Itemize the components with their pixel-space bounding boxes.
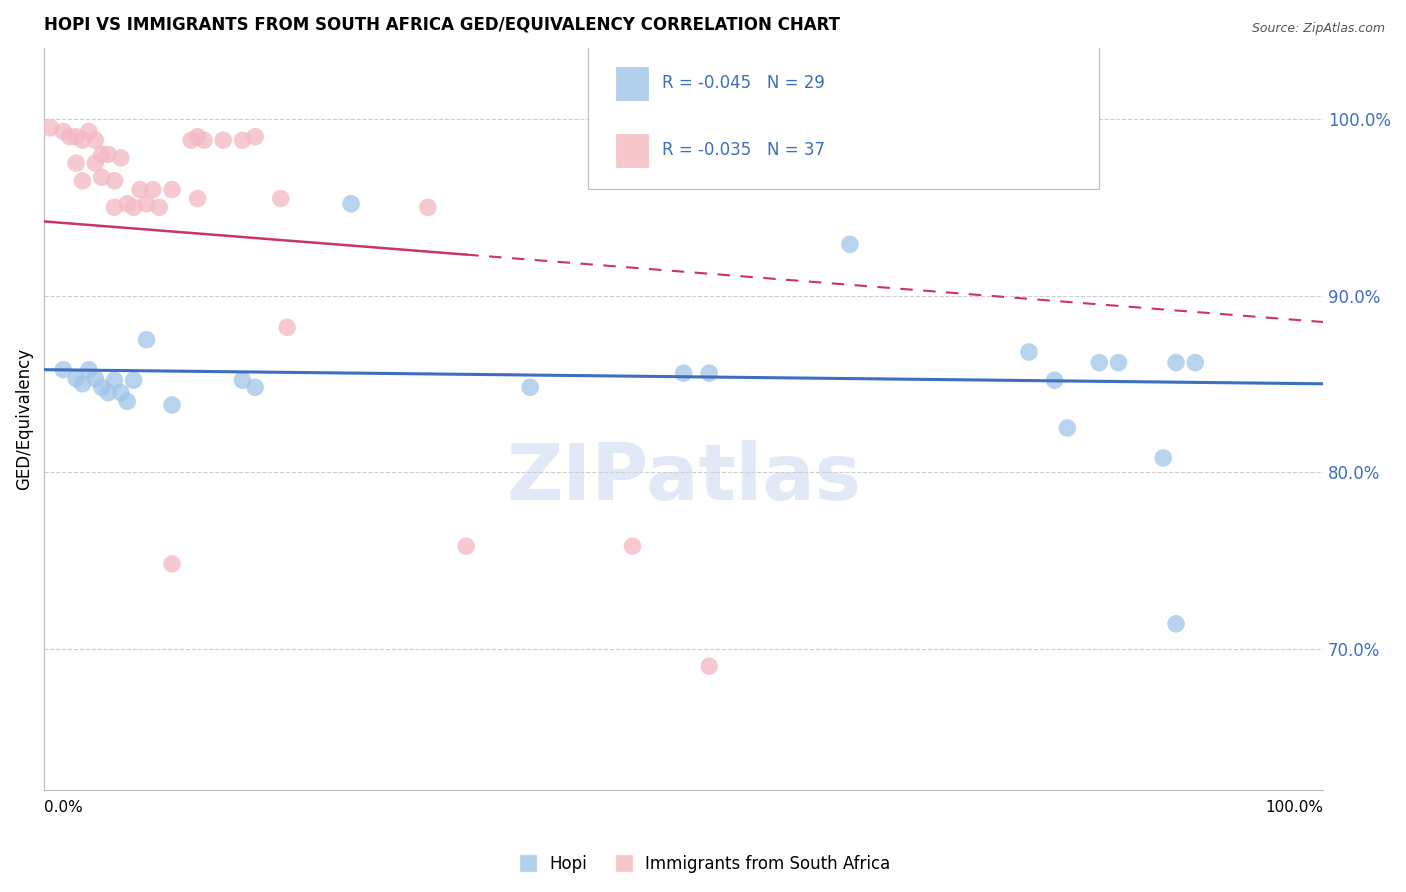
- Point: [117, 394, 139, 409]
- Point: [77, 124, 100, 138]
- Point: [84, 371, 107, 385]
- Text: HOPI VS IMMIGRANTS FROM SOUTH AFRICA GED/EQUIVALENCY CORRELATION CHART: HOPI VS IMMIGRANTS FROM SOUTH AFRICA GED…: [44, 15, 841, 33]
- Point: [52, 124, 75, 138]
- Point: [110, 151, 132, 165]
- Point: [77, 362, 100, 376]
- Point: [52, 362, 75, 376]
- Point: [160, 183, 183, 197]
- Point: [187, 192, 209, 206]
- Point: [84, 133, 107, 147]
- Point: [122, 373, 145, 387]
- Point: [97, 147, 120, 161]
- Point: [90, 147, 112, 161]
- Text: 0.0%: 0.0%: [44, 800, 83, 815]
- Point: [84, 156, 107, 170]
- Point: [59, 129, 82, 144]
- Point: [72, 174, 94, 188]
- Point: [519, 380, 541, 394]
- Point: [193, 133, 215, 147]
- FancyBboxPatch shape: [588, 45, 1099, 189]
- Legend: Hopi, Immigrants from South Africa: Hopi, Immigrants from South Africa: [509, 848, 897, 880]
- Point: [103, 174, 125, 188]
- Point: [672, 366, 695, 380]
- Point: [135, 196, 157, 211]
- Point: [142, 183, 165, 197]
- Point: [72, 133, 94, 147]
- Point: [340, 196, 363, 211]
- Point: [838, 237, 860, 252]
- Point: [212, 133, 235, 147]
- Point: [243, 380, 266, 394]
- Point: [231, 373, 253, 387]
- Point: [187, 129, 209, 144]
- Point: [1056, 421, 1078, 435]
- Point: [122, 200, 145, 214]
- Point: [117, 196, 139, 211]
- Point: [416, 200, 439, 214]
- Point: [1164, 616, 1187, 631]
- Point: [65, 129, 87, 144]
- Text: ZIPatlas: ZIPatlas: [506, 441, 860, 516]
- Point: [129, 183, 152, 197]
- Point: [1088, 356, 1111, 370]
- Point: [110, 385, 132, 400]
- Point: [90, 170, 112, 185]
- Point: [1043, 373, 1066, 387]
- Point: [72, 376, 94, 391]
- Point: [148, 200, 170, 214]
- Text: R = -0.035   N = 37: R = -0.035 N = 37: [662, 141, 825, 159]
- Point: [243, 129, 266, 144]
- Point: [621, 539, 644, 553]
- Point: [65, 156, 87, 170]
- Point: [697, 659, 720, 673]
- Point: [276, 320, 298, 334]
- FancyBboxPatch shape: [616, 134, 648, 167]
- Point: [270, 192, 292, 206]
- Point: [97, 385, 120, 400]
- Point: [180, 133, 202, 147]
- Point: [456, 539, 478, 553]
- Point: [135, 333, 157, 347]
- Text: R = -0.045   N = 29: R = -0.045 N = 29: [662, 74, 825, 92]
- Text: Source: ZipAtlas.com: Source: ZipAtlas.com: [1251, 22, 1385, 36]
- Point: [90, 380, 112, 394]
- Text: 100.0%: 100.0%: [1265, 800, 1323, 815]
- Point: [103, 200, 125, 214]
- Point: [231, 133, 253, 147]
- Point: [65, 371, 87, 385]
- Point: [103, 373, 125, 387]
- Point: [1152, 450, 1174, 465]
- Point: [39, 120, 62, 135]
- Point: [1164, 356, 1187, 370]
- Y-axis label: GED/Equivalency: GED/Equivalency: [15, 348, 32, 491]
- Point: [160, 557, 183, 571]
- Point: [160, 398, 183, 412]
- Point: [1018, 345, 1040, 359]
- Point: [1184, 356, 1206, 370]
- Point: [1108, 356, 1130, 370]
- Point: [697, 366, 720, 380]
- FancyBboxPatch shape: [616, 67, 648, 100]
